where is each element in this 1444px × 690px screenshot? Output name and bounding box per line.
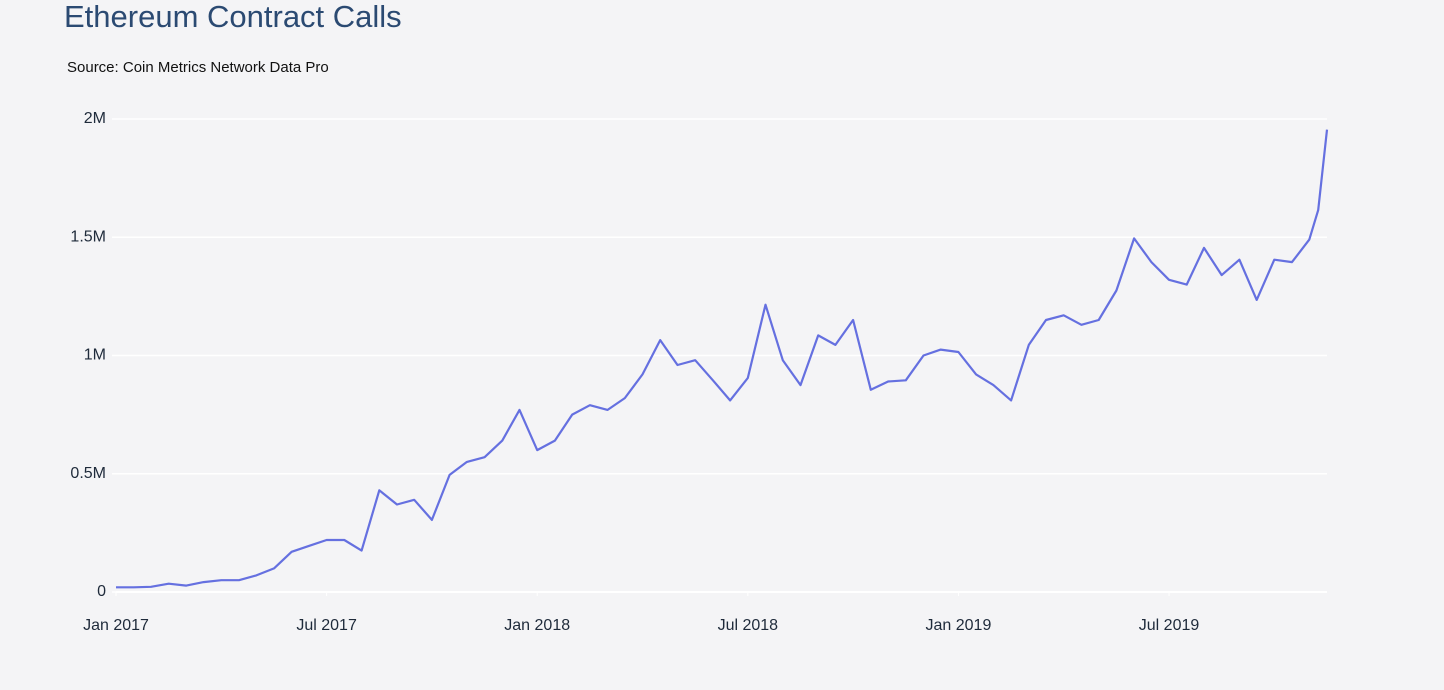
- series-line: [116, 129, 1329, 589]
- chart-title: Ethereum Contract Calls: [64, 0, 402, 34]
- x-tick-label: Jan 2019: [926, 617, 992, 634]
- x-tick-label: Jul 2017: [296, 617, 357, 634]
- y-tick-label: 0: [97, 583, 106, 600]
- chart-subtitle: Source: Coin Metrics Network Data Pro: [67, 59, 329, 76]
- x-tick-label: Jul 2018: [718, 617, 779, 634]
- x-tick-label: Jul 2019: [1139, 617, 1200, 634]
- y-tick-label: 2M: [84, 110, 106, 127]
- x-tick-label: Jan 2017: [83, 617, 149, 634]
- y-tick-label: 0.5M: [70, 465, 106, 482]
- y-tick-label: 1M: [84, 347, 106, 364]
- y-tick-label: 1.5M: [70, 228, 106, 245]
- x-tick-label: Jan 2018: [504, 617, 570, 634]
